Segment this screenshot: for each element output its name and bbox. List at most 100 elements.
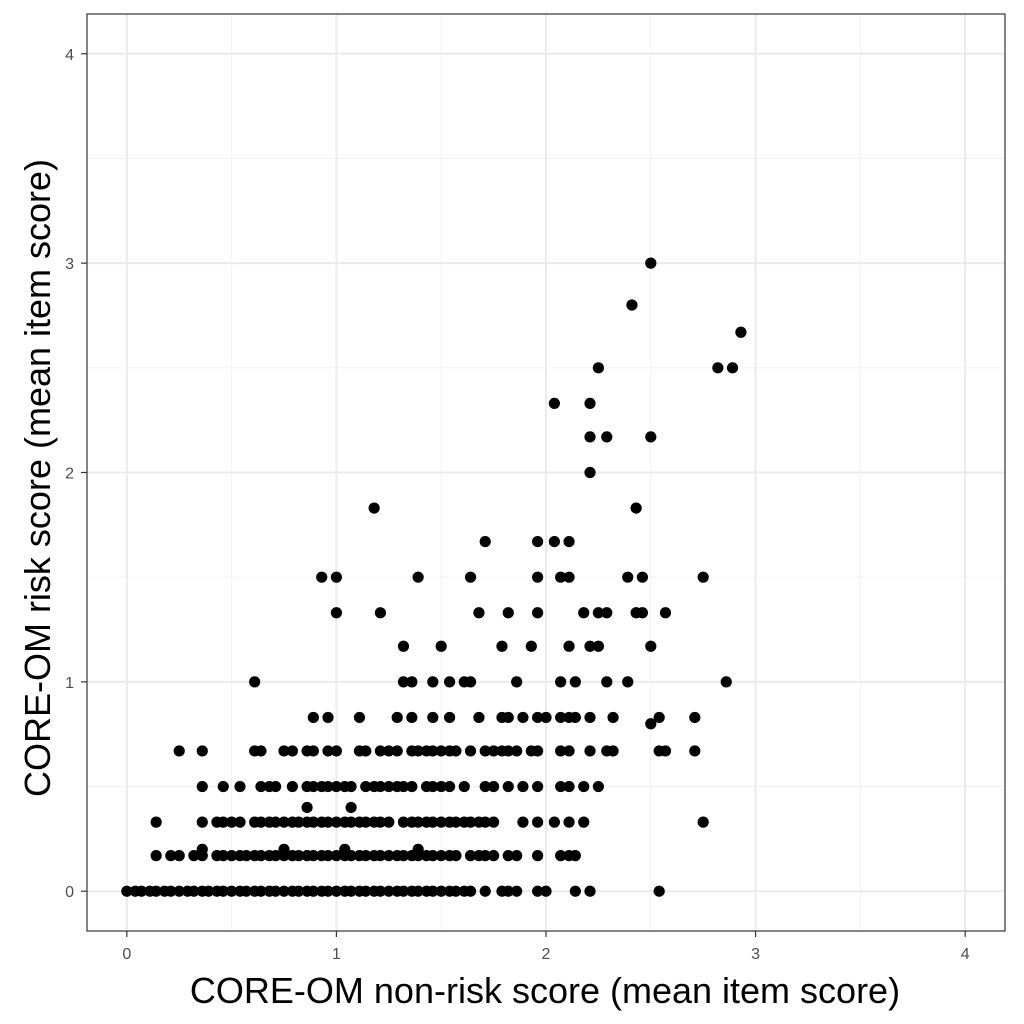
data-point <box>592 640 604 652</box>
data-point <box>532 607 544 619</box>
data-point <box>427 745 439 757</box>
data-point <box>330 607 343 619</box>
data-point <box>735 326 747 338</box>
data-point <box>406 780 418 793</box>
data-point <box>502 850 514 862</box>
y-tick-label: 4 <box>65 47 74 64</box>
data-point <box>488 850 500 862</box>
data-point <box>689 711 701 724</box>
data-point <box>548 535 560 548</box>
data-point <box>226 885 238 897</box>
data-point <box>555 745 567 757</box>
data-point <box>697 816 709 828</box>
data-point <box>443 711 456 724</box>
data-point <box>316 571 328 583</box>
data-point <box>353 711 366 724</box>
data-point <box>555 711 567 724</box>
data-point <box>330 850 343 862</box>
data-point <box>286 745 298 757</box>
data-point <box>450 816 462 828</box>
data-point <box>397 676 410 688</box>
data-point <box>255 885 267 897</box>
data-point <box>726 362 739 374</box>
data-point <box>293 885 305 897</box>
data-point <box>217 780 229 793</box>
data-point <box>584 745 596 757</box>
data-point <box>374 780 387 793</box>
data-point <box>360 850 372 862</box>
data-point <box>255 850 267 862</box>
data-point <box>653 711 665 724</box>
data-point <box>368 502 380 514</box>
data-point <box>584 431 596 443</box>
data-point <box>391 745 403 757</box>
data-point <box>383 885 395 897</box>
data-point <box>532 571 544 583</box>
data-point <box>511 850 523 862</box>
data-point <box>592 780 604 793</box>
data-point <box>450 885 462 897</box>
data-point <box>502 711 514 724</box>
data-point <box>712 362 724 374</box>
data-point <box>412 571 424 583</box>
data-point <box>622 571 634 583</box>
y-axis-ticks: 0 1 2 3 4 <box>65 47 87 901</box>
data-point <box>322 816 334 828</box>
data-point <box>150 885 162 897</box>
data-point <box>435 640 447 652</box>
data-point <box>488 816 500 828</box>
data-point <box>345 780 357 793</box>
data-point <box>412 816 424 828</box>
data-point <box>249 676 261 688</box>
x-tick-label: 4 <box>961 946 970 963</box>
data-point <box>450 850 462 862</box>
data-point <box>435 850 447 862</box>
data-point <box>397 816 410 828</box>
data-point <box>563 816 575 828</box>
data-point <box>226 816 238 828</box>
data-point <box>435 745 447 757</box>
data-point <box>479 885 491 897</box>
data-point <box>473 607 485 619</box>
data-point <box>330 745 343 757</box>
data-point <box>607 711 619 724</box>
data-point <box>555 571 567 583</box>
data-point <box>322 711 334 724</box>
data-point <box>563 640 575 652</box>
data-point <box>689 745 701 757</box>
data-point <box>435 885 447 897</box>
data-point <box>217 885 229 897</box>
data-point <box>511 676 523 688</box>
data-point <box>464 816 477 828</box>
data-point <box>584 397 596 410</box>
data-point <box>278 850 290 862</box>
data-point <box>307 711 319 724</box>
data-point <box>397 850 410 862</box>
data-point <box>330 885 343 897</box>
data-point <box>592 607 604 619</box>
data-point <box>435 780 447 793</box>
data-point <box>196 816 208 828</box>
data-point <box>307 850 319 862</box>
data-point <box>464 745 477 757</box>
data-point <box>293 816 305 828</box>
data-point <box>397 640 410 652</box>
data-point <box>548 816 560 828</box>
data-point <box>374 607 387 619</box>
data-point <box>532 780 544 793</box>
data-point <box>202 885 215 897</box>
data-point <box>322 745 334 757</box>
data-point <box>173 745 185 757</box>
data-point <box>412 850 424 862</box>
data-point <box>360 885 372 897</box>
data-point <box>427 780 439 793</box>
data-point <box>173 850 185 862</box>
data-point <box>397 780 410 793</box>
data-point <box>226 850 238 862</box>
data-point <box>412 885 424 897</box>
data-point <box>345 885 357 897</box>
data-point <box>630 502 642 514</box>
x-axis-title: CORE-OM non-risk score (mean item score) <box>190 970 900 1011</box>
data-point <box>427 850 439 862</box>
